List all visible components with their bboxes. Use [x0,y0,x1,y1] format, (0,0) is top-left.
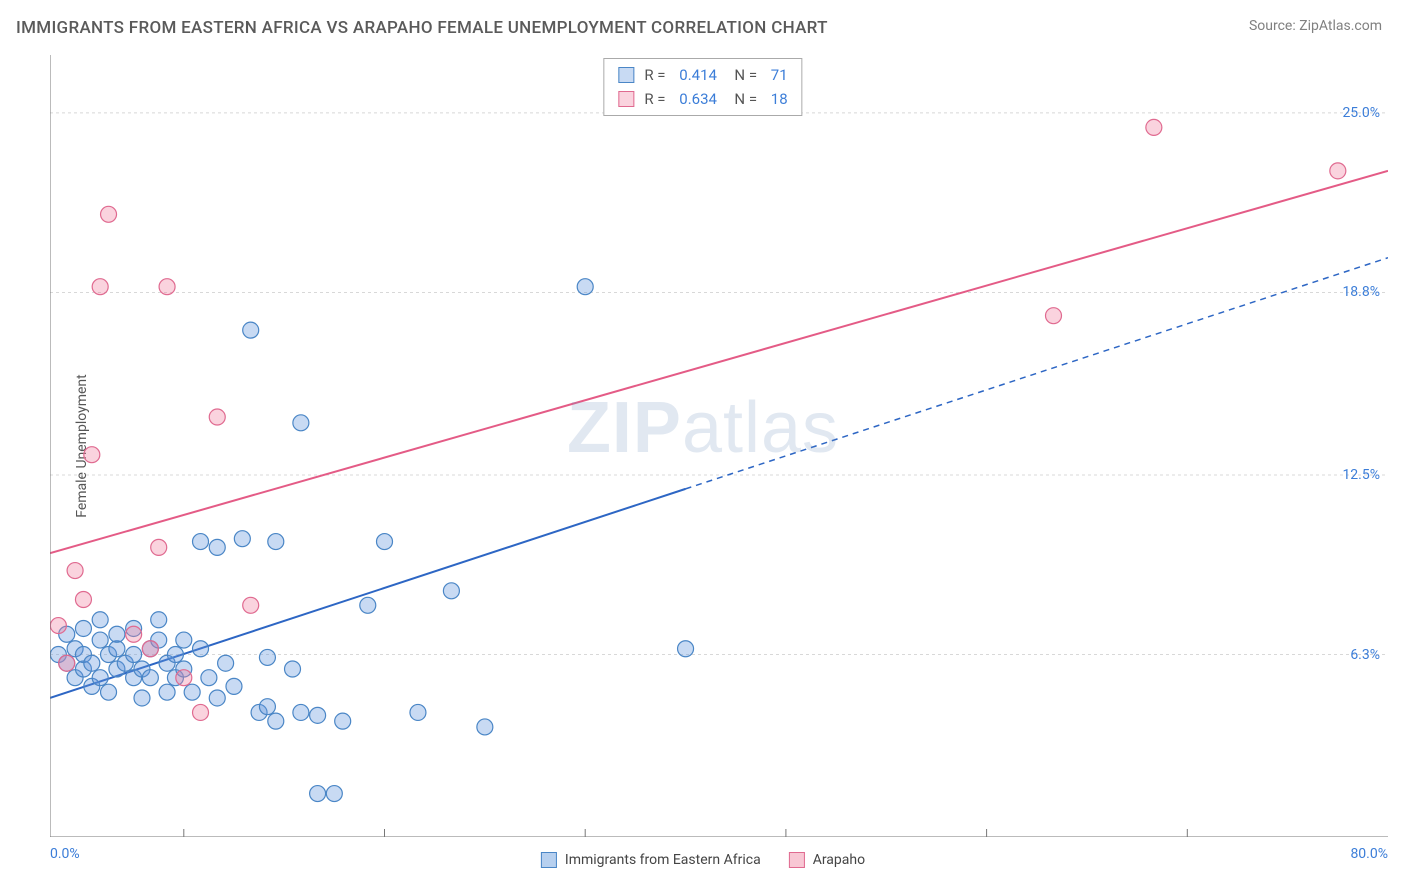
r-value: 0.634 [679,87,717,111]
legend-item: Immigrants from Eastern Africa [541,852,761,868]
y-tick-label: 12.5% [1342,467,1380,483]
scatter-chart [50,55,1388,837]
correlation-legend-row: R = 0.634 N = 18 [618,87,787,111]
x-axis-min-label: 0.0% [50,846,80,862]
legend-swatch [618,67,634,83]
legend-label: Immigrants from Eastern Africa [565,852,761,868]
r-label: R = [644,63,669,87]
n-label: N = [727,63,761,87]
legend-swatch [541,852,557,868]
chart-title: IMMIGRANTS FROM EASTERN AFRICA VS ARAPAH… [16,18,828,38]
n-label: N = [727,87,761,111]
y-tick-label: 6.3% [1350,647,1380,663]
r-label: R = [644,87,669,111]
y-tick-label: 18.8% [1342,284,1380,300]
chart-container [50,55,1388,837]
legend-label: Arapaho [813,852,865,868]
legend-item: Arapaho [789,852,865,868]
legend-swatch [618,91,634,107]
n-value: 18 [771,87,788,111]
n-value: 71 [771,63,788,87]
legend-swatch [789,852,805,868]
series-legend: Immigrants from Eastern Africa Arapaho [541,852,865,868]
correlation-legend: R = 0.414 N = 71R = 0.634 N = 18 [603,58,802,116]
x-axis-max-label: 80.0% [1350,846,1388,862]
chart-source: Source: ZipAtlas.com [1249,18,1382,34]
correlation-legend-row: R = 0.414 N = 71 [618,63,787,87]
chart-header: IMMIGRANTS FROM EASTERN AFRICA VS ARAPAH… [0,0,1406,46]
r-value: 0.414 [679,63,717,87]
y-tick-label: 25.0% [1342,105,1380,121]
